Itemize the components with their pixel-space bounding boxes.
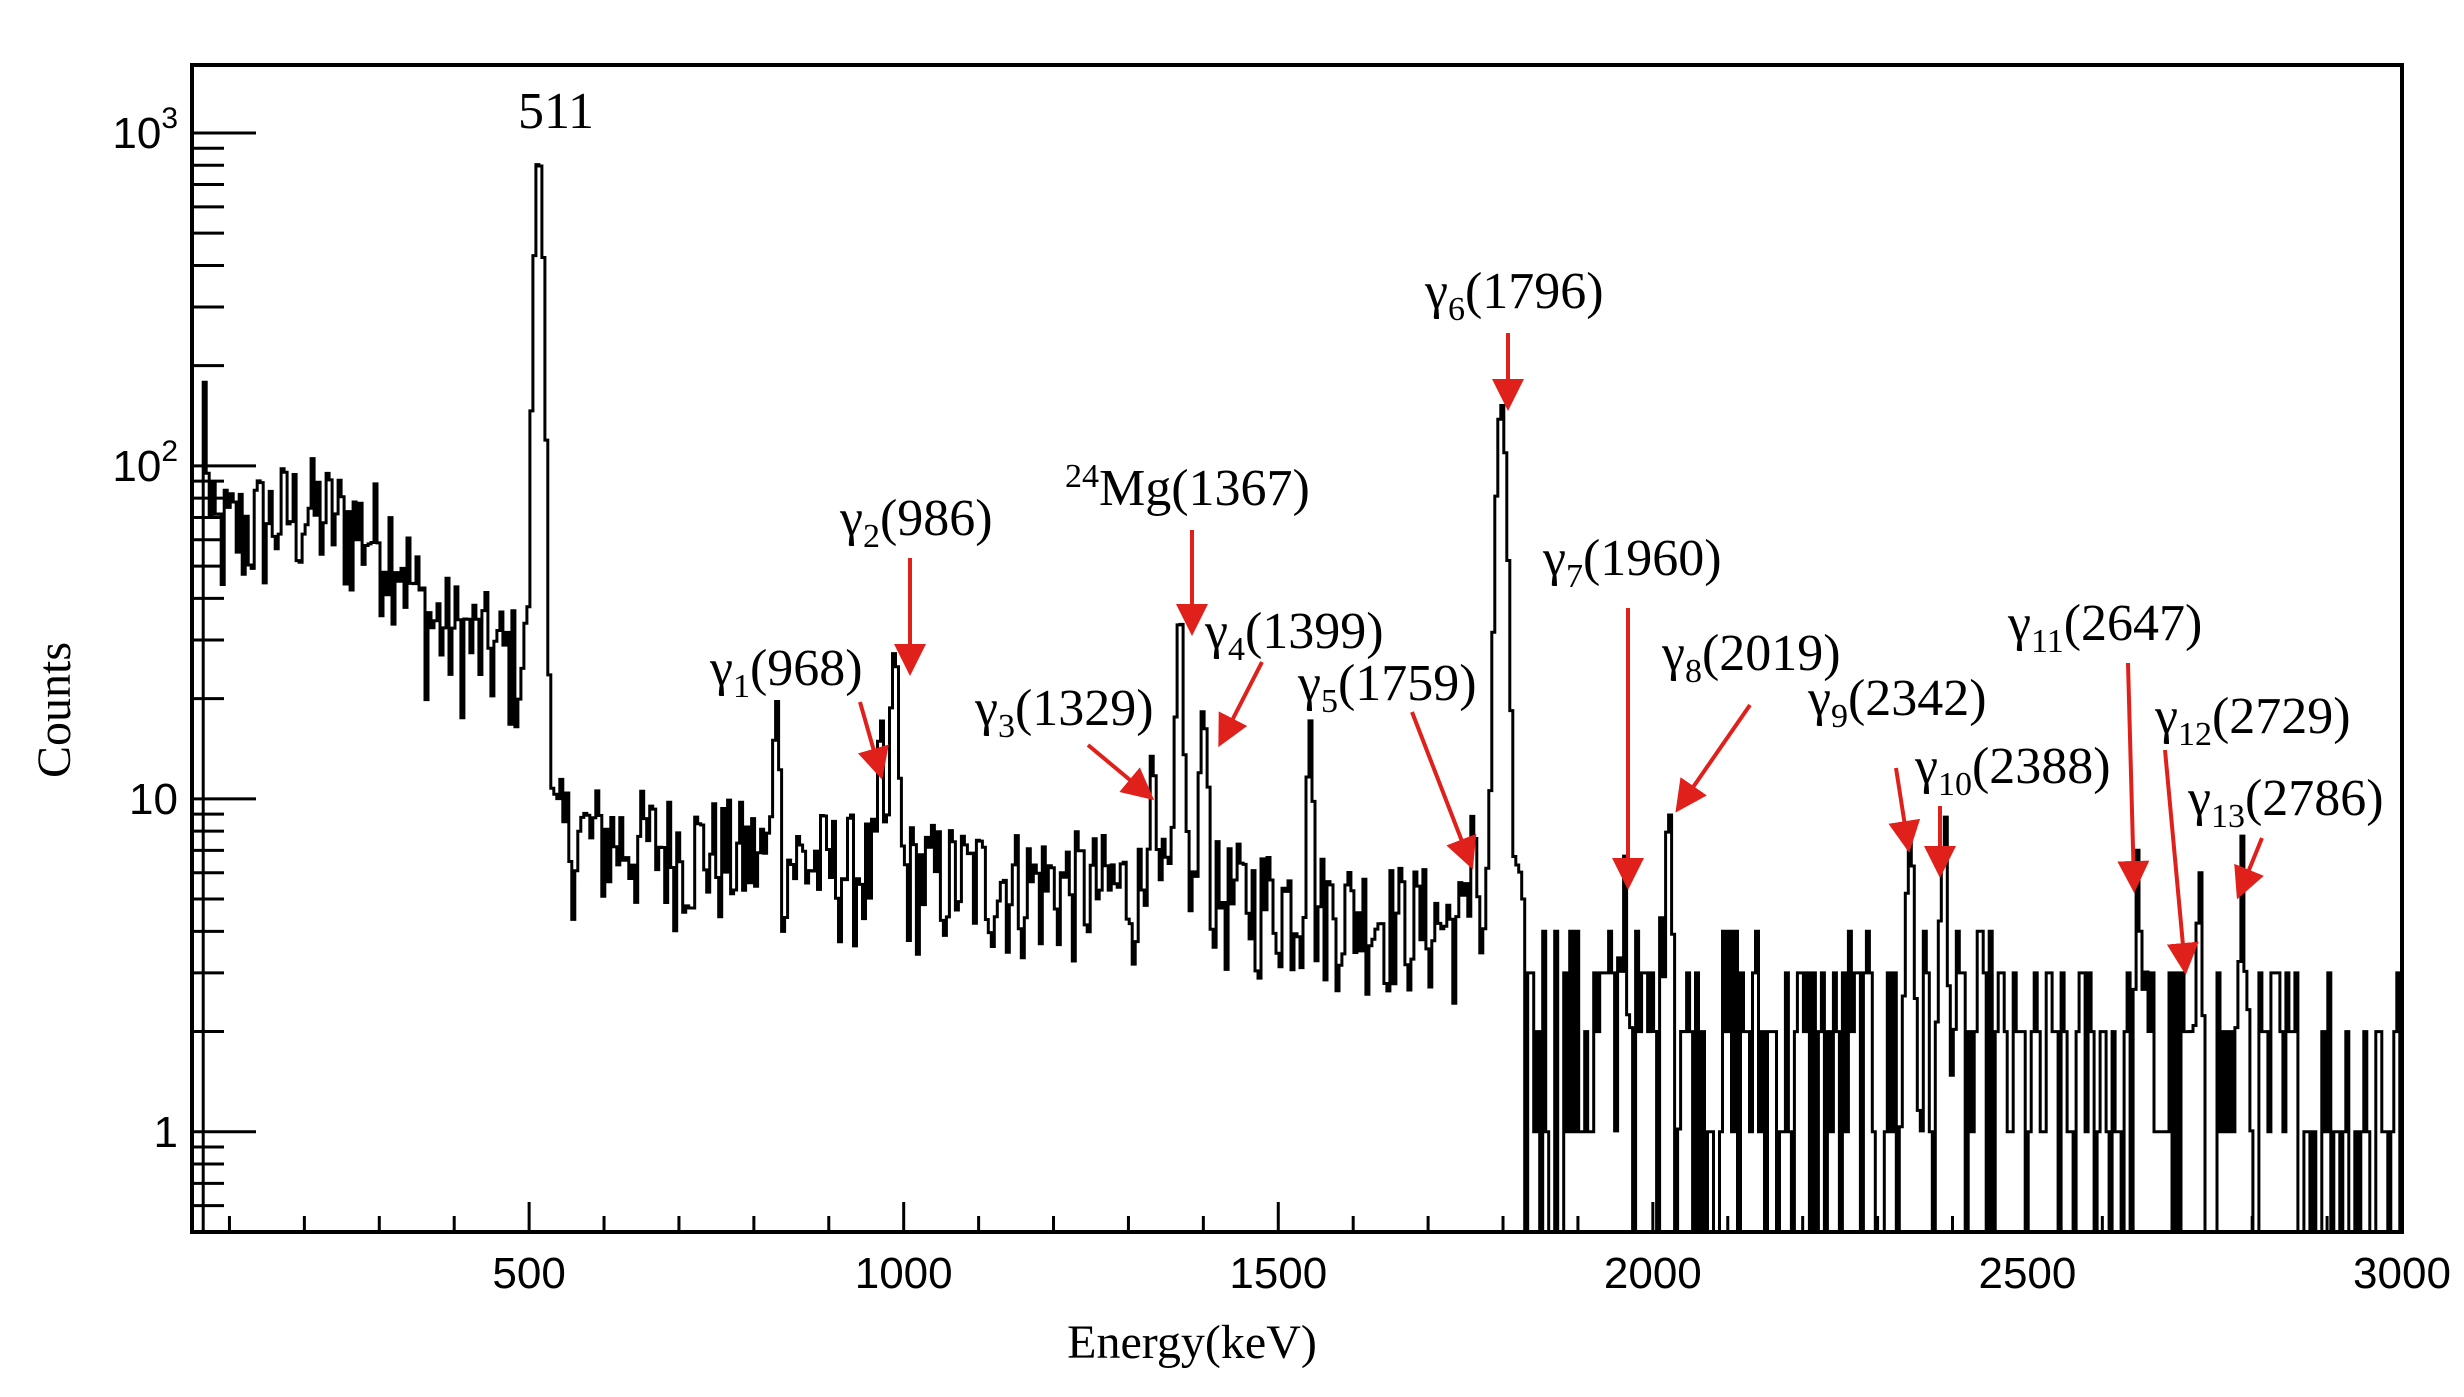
annotation-arrow xyxy=(2117,662,2150,893)
y-tick-label: 10 xyxy=(129,775,178,824)
x-tick-label: 3000 xyxy=(2353,1249,2451,1298)
x-tick-label: 2500 xyxy=(1978,1249,2076,1298)
annotation-label: γ12(2729) xyxy=(2154,688,2351,753)
peak-annotations: γ1(968) γ2(986) γ3(1329) 24Mg(1367) γ4(1399)… xyxy=(709,263,2384,975)
x-axis-ticks: 500 1000 1500 2000 2500 3000 xyxy=(227,1202,2451,1298)
annotation-arrow xyxy=(1218,661,1264,748)
annotation-label: γ7(1960) xyxy=(1542,530,1722,595)
annotation-label: γ3(1329) xyxy=(974,680,1154,745)
annotation-label: γ8(2019) xyxy=(1661,625,1841,690)
annotation-arrow xyxy=(1675,703,1752,813)
x-tick-label: 500 xyxy=(492,1249,565,1298)
y-axis-ticks: 1 10 102 103 xyxy=(112,102,256,1234)
plot-frame xyxy=(190,63,2404,1234)
spectrum-line xyxy=(201,163,2403,1234)
annotation-label: γ5(1759) xyxy=(1297,655,1477,720)
y-axis-title: Counts xyxy=(28,642,81,778)
annotation-arrow xyxy=(2234,837,2264,900)
annotation-label: γ2(986) xyxy=(839,490,993,555)
annotation-label: γ11(2647) xyxy=(2007,595,2202,660)
annotation-arrow xyxy=(1410,711,1477,870)
x-tick-label: 1500 xyxy=(1229,1249,1327,1298)
x-axis-title: Energy(keV) xyxy=(1067,1316,1317,1369)
annotation-label: γ6(1796) xyxy=(1424,263,1604,328)
annotation-label: γ10(2388) xyxy=(1914,738,2111,803)
y-tick-label: 103 xyxy=(112,102,178,158)
annotation-arrow xyxy=(1888,767,1921,853)
peak-label-511: 511 xyxy=(518,83,594,140)
annotation-arrow xyxy=(1086,743,1155,801)
spectrum-layer xyxy=(201,163,2403,1234)
annotation-arrow xyxy=(858,701,889,780)
annotation-arrow xyxy=(2163,749,2199,975)
x-tick-label: 2000 xyxy=(1604,1249,1702,1298)
annotation-label: γ1(968) xyxy=(709,640,863,705)
x-tick-label: 1000 xyxy=(855,1249,953,1298)
annotation-label: γ4(1399) xyxy=(1204,603,1384,668)
y-tick-label: 102 xyxy=(112,435,178,491)
annotation-label: γ13(2786) xyxy=(2187,770,2384,835)
y-tick-label: 1 xyxy=(154,1108,178,1157)
annotation-label: 24Mg(1367) xyxy=(1065,458,1310,517)
annotation-label: γ9(2342) xyxy=(1807,670,1987,735)
